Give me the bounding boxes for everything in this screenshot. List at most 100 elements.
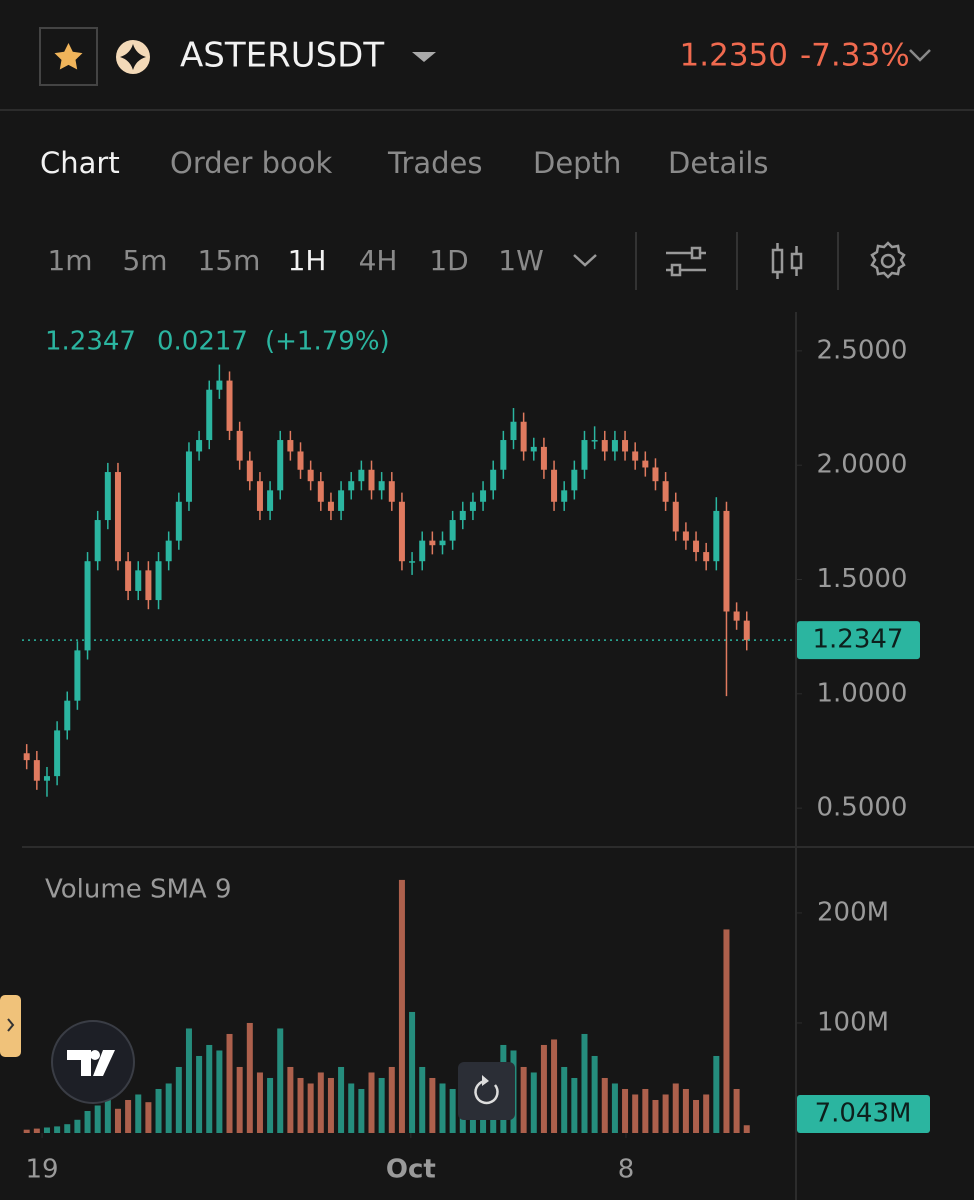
volume-bar: [571, 1077, 578, 1133]
interval-active[interactable]: 1H: [288, 244, 327, 277]
interval[interactable]: 1W: [498, 244, 544, 277]
settings-button[interactable]: [870, 241, 906, 279]
candle-body: [226, 380, 233, 431]
tab[interactable]: Details: [668, 146, 769, 180]
volume-bar: [145, 1102, 152, 1133]
volume-bar: [206, 1044, 213, 1133]
volume-bar: [256, 1072, 263, 1133]
interval[interactable]: 1D: [429, 244, 468, 277]
symbol[interactable]: ASTERUSDT: [180, 36, 384, 76]
volume-bar: [591, 1055, 598, 1133]
volume-bar: [196, 1055, 203, 1133]
volume-bar: [327, 1077, 334, 1133]
tradingview-logo[interactable]: [51, 1020, 135, 1104]
y-tick-label: 2.5000: [817, 335, 908, 365]
candle-body: [145, 570, 152, 601]
candle-body: [236, 430, 243, 461]
candle-body: [551, 469, 558, 502]
candle-body: [682, 531, 689, 541]
candle-body: [327, 501, 334, 511]
volume-bar: [551, 1039, 558, 1133]
side-panel-toggle[interactable]: [0, 995, 21, 1057]
last-price-label: 1.2347: [813, 625, 904, 655]
volume-bar: [226, 1033, 233, 1133]
candle-body: [165, 540, 172, 562]
interval[interactable]: 5m: [122, 244, 167, 277]
candle-body: [246, 460, 253, 482]
candle-body: [622, 440, 629, 452]
reset-button[interactable]: [458, 1062, 515, 1120]
volume-bar: [601, 1077, 608, 1133]
volume-bar: [338, 1066, 345, 1133]
y-tick-label: 2.0000: [817, 450, 908, 480]
volume-bar: [388, 1066, 395, 1133]
candle-body: [287, 440, 294, 452]
candle-body: [561, 490, 568, 502]
symbol-dropdown[interactable]: [412, 52, 436, 62]
volume-bar: [743, 1125, 750, 1133]
candle-body: [23, 753, 30, 761]
last-volume-box: [797, 1095, 930, 1133]
candle-body: [429, 540, 436, 546]
volume-bar: [439, 1083, 446, 1133]
candle-body: [652, 467, 659, 482]
candle-body: [490, 469, 497, 491]
interval[interactable]: 1m: [47, 244, 92, 277]
candle-body: [84, 561, 91, 651]
candle-body: [185, 451, 192, 502]
interval-more[interactable]: [573, 254, 597, 267]
volume-bar: [317, 1072, 324, 1133]
candle-body: [348, 481, 355, 491]
volume-bar: [368, 1072, 375, 1133]
volume-tick-label: 100M: [817, 1007, 889, 1037]
interval[interactable]: 4H: [359, 244, 398, 277]
candle-body: [530, 446, 537, 452]
candle-body: [43, 776, 50, 781]
volume-bar: [409, 1011, 416, 1133]
interval[interactable]: 15m: [198, 244, 261, 277]
volume-bar: [632, 1094, 639, 1133]
candle-body: [94, 520, 101, 562]
tab[interactable]: Order book: [170, 146, 333, 180]
candle-body: [672, 501, 679, 532]
volume-bar: [581, 1033, 588, 1133]
volume-bar: [165, 1083, 172, 1133]
candle-body: [216, 380, 223, 390]
reset-icon-arrow: [482, 1075, 489, 1086]
candle-body: [611, 440, 618, 452]
volume-bar: [267, 1077, 274, 1133]
last-price-box: [797, 621, 920, 660]
candle-body: [104, 472, 111, 521]
star-icon: [54, 43, 83, 70]
volume-bar: [277, 1028, 284, 1133]
volume-bar: [672, 1083, 679, 1133]
candle-body: [733, 611, 740, 621]
volume-bar: [23, 1129, 30, 1133]
volume-bar: [246, 1022, 253, 1133]
tab[interactable]: Chart: [40, 146, 120, 180]
indicator-button[interactable]: [666, 246, 706, 277]
candle-body: [409, 561, 416, 563]
candle-body: [368, 469, 375, 491]
candle-body: [307, 469, 314, 482]
candle-body: [743, 620, 750, 641]
volume-bar: [104, 1099, 111, 1133]
candle-body: [520, 421, 527, 452]
tab[interactable]: Depth: [533, 146, 621, 180]
volume-bar: [33, 1128, 40, 1133]
tab[interactable]: Trades: [387, 146, 483, 180]
expand-chevron[interactable]: [909, 49, 931, 62]
candle-body: [378, 481, 385, 491]
candle-body: [693, 540, 700, 553]
chart-type-button[interactable]: [771, 243, 803, 279]
volume-bar: [662, 1094, 669, 1133]
favorite-button[interactable]: [39, 27, 98, 86]
candle-body: [439, 540, 446, 546]
candle-body: [632, 451, 639, 461]
candle-body: [64, 700, 71, 731]
volume-bar: [287, 1066, 294, 1133]
candle-body: [419, 540, 426, 562]
candle-body: [601, 440, 608, 452]
